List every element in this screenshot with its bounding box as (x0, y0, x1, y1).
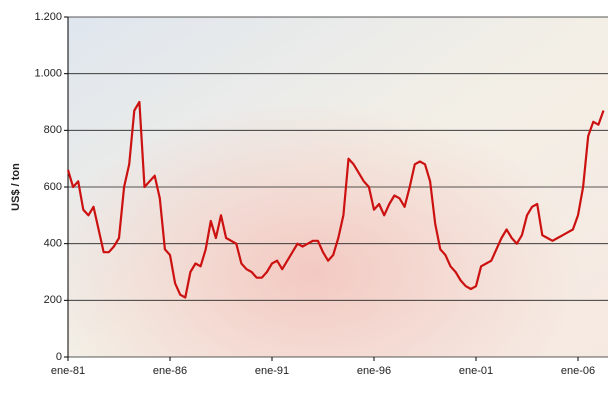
x-tick-label: ene-81 (51, 365, 85, 377)
y-tick-label: 0 (56, 351, 62, 363)
x-tick-label: ene-86 (153, 365, 187, 377)
x-tick-label: ene-06 (561, 365, 595, 377)
y-tick-label: 400 (44, 238, 62, 250)
y-tick-label: 600 (44, 181, 62, 193)
y-tick-label: 200 (44, 294, 62, 306)
y-tick-label: 1.200 (34, 11, 62, 23)
y-tick-label: 1.000 (34, 68, 62, 80)
x-tick-label: ene-91 (255, 365, 289, 377)
data-line (66, 100, 605, 299)
y-axis-label: US$ / ton (10, 163, 22, 211)
x-tick-label: ene-96 (357, 365, 391, 377)
x-tick-label: ene-01 (459, 365, 493, 377)
y-tick-label: 800 (44, 124, 62, 136)
